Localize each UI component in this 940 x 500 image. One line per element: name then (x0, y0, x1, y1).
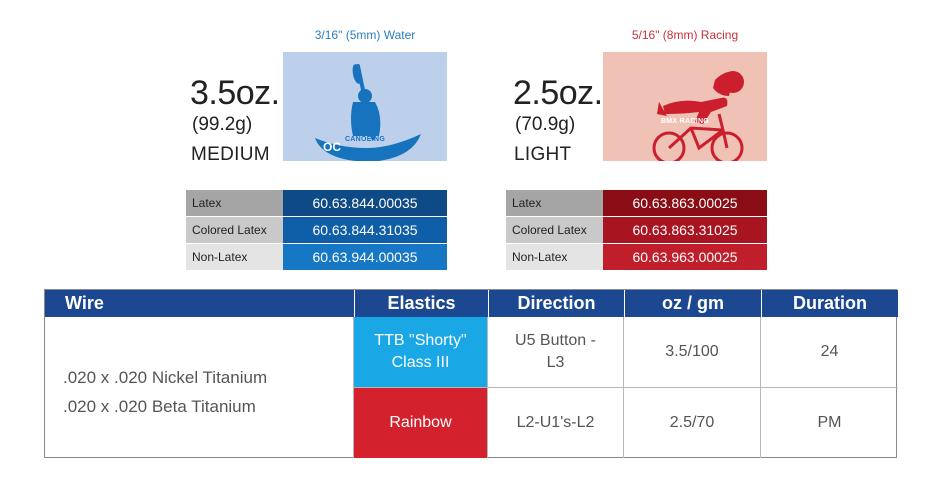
code-value: 60.63.863.31025 (603, 217, 767, 243)
code-row: Latex 60.63.844.00035 (186, 190, 447, 216)
sport-label: CANOEING (344, 136, 386, 143)
product-grade: LIGHT (514, 144, 572, 165)
elastics-cell: TTB "Shorty" Class III (354, 317, 487, 387)
header-wire: Wire (45, 290, 354, 317)
elastics-cell: Rainbow (354, 388, 487, 458)
product-grams: (99.2g) (192, 114, 253, 135)
direction-cell: U5 Button - L3 (515, 332, 596, 371)
header-elastics: Elastics (354, 290, 488, 317)
code-value: 60.63.844.00035 (283, 190, 447, 216)
bmx-rider-icon (652, 71, 744, 161)
duration-cell: PM (817, 414, 842, 431)
code-value: 60.63.844.31035 (283, 217, 447, 243)
code-label: Latex (186, 190, 283, 216)
product-swatch: OC CANOEING (283, 52, 447, 161)
header-ozgm: oz / gm (624, 290, 761, 317)
product-caption: 3/16" (5mm) Water (314, 28, 416, 42)
sport-label: BMX RACING (660, 118, 710, 125)
product-swatch: BMX RACING (603, 52, 767, 161)
code-value: 60.63.963.00025 (603, 244, 767, 270)
product-weight: 3.5oz. (190, 74, 280, 112)
product-weight: 2.5oz. (513, 74, 603, 112)
svg-text:OC: OC (323, 140, 341, 154)
header-direction: Direction (488, 290, 624, 317)
wire-line: .020 x .020 Nickel Titanium (63, 368, 268, 387)
ozgm-cell: 3.5/100 (665, 343, 719, 360)
product-grams: (70.9g) (515, 114, 576, 135)
code-row: Colored Latex 60.63.844.31035 (186, 217, 447, 243)
ozgm-cell: 2.5/70 (669, 414, 715, 431)
wire-cell: .020 x .020 Nickel Titanium .020 x .020 … (45, 317, 353, 458)
product-caption: 5/16" (8mm) Racing (631, 28, 739, 42)
code-row: Non-Latex 60.63.944.00035 (186, 244, 447, 270)
header-duration: Duration (761, 290, 898, 317)
code-value: 60.63.863.00025 (603, 190, 767, 216)
canoe-icon: OC (315, 64, 421, 161)
code-label: Non-Latex (506, 244, 603, 270)
code-row: Latex 60.63.863.00025 (506, 190, 767, 216)
product-grade: MEDIUM (191, 144, 270, 165)
code-label: Colored Latex (506, 217, 603, 243)
code-label: Latex (506, 190, 603, 216)
code-label: Non-Latex (186, 244, 283, 270)
prescription-table: Wire Elastics Direction oz / gm Duration… (44, 289, 898, 458)
code-row: Non-Latex 60.63.963.00025 (506, 244, 767, 270)
code-value: 60.63.944.00035 (283, 244, 447, 270)
direction-cell: L2-U1's-L2 (516, 414, 595, 431)
code-row: Colored Latex 60.63.863.31025 (506, 217, 767, 243)
wire-line: .020 x .020 Beta Titanium (63, 397, 256, 416)
duration-cell: 24 (820, 343, 839, 360)
code-label: Colored Latex (186, 217, 283, 243)
